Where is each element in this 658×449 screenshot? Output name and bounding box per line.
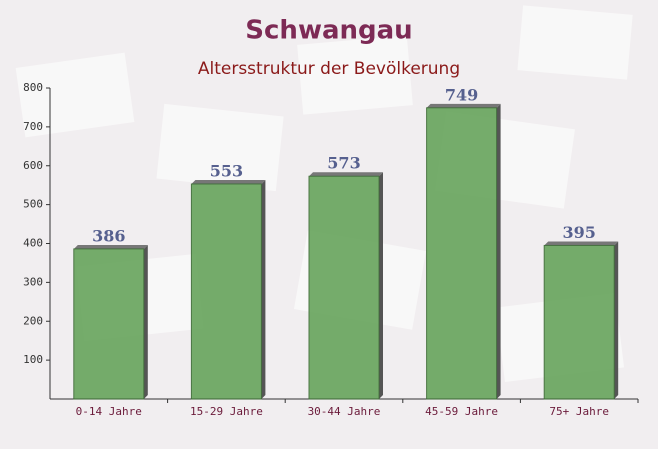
- bar-shadow: [143, 244, 148, 399]
- bar-shadow: [614, 241, 619, 399]
- chart-title: Schwangau: [245, 16, 412, 46]
- chart-subtitle: Altersstruktur der Bevölkerung: [198, 59, 460, 79]
- bar: [543, 244, 615, 400]
- y-tick-label: 300: [23, 275, 43, 288]
- bar-shadow: [544, 241, 619, 246]
- bar-shadow: [379, 172, 383, 399]
- bar-shadow: [261, 180, 266, 399]
- value-label: 386: [92, 226, 125, 245]
- x-tick-label: 45-59 Jahre: [425, 405, 498, 418]
- value-label: 553: [210, 162, 243, 181]
- bar: [426, 107, 498, 400]
- bar-shadow: [309, 172, 383, 177]
- y-tick-label: 200: [23, 314, 43, 327]
- bar-shadow: [496, 103, 501, 400]
- value-label: 749: [445, 85, 478, 104]
- x-tick-label: 75+ Jahre: [549, 405, 609, 418]
- bar-shadow: [426, 103, 501, 108]
- bar-shadow: [73, 244, 148, 249]
- x-tick-label: 30-44 Jahre: [308, 405, 381, 418]
- y-tick-label: 600: [23, 159, 43, 172]
- x-tick-label: 15-29 Jahre: [190, 405, 263, 418]
- value-label: 573: [327, 154, 360, 173]
- bar: [190, 183, 262, 400]
- value-label: 395: [562, 223, 595, 242]
- y-tick-label: 800: [23, 81, 43, 94]
- y-tick-label: 500: [23, 198, 43, 211]
- y-tick-label: 700: [23, 120, 43, 133]
- bar: [73, 248, 145, 400]
- bar: [308, 175, 380, 400]
- y-tick-label: 400: [23, 237, 43, 250]
- y-tick-label: 100: [23, 353, 43, 366]
- x-tick-label: 0-14 Jahre: [76, 405, 142, 418]
- bar-shadow: [191, 180, 266, 185]
